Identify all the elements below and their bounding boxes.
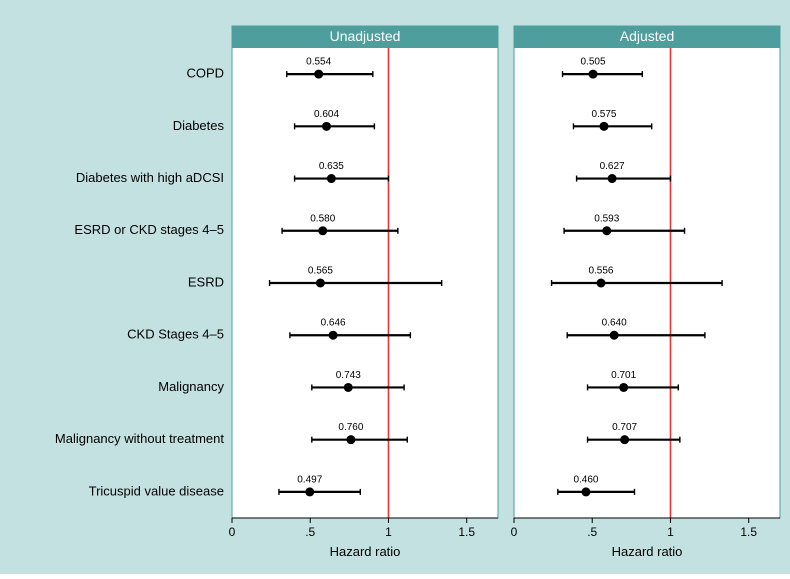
hr-value-label: 0.460 bbox=[573, 474, 598, 485]
row-label: ESRD or CKD stages 4–5 bbox=[74, 222, 224, 237]
hr-value-label: 0.575 bbox=[591, 109, 616, 120]
x-tick-label: 1 bbox=[385, 525, 392, 539]
hr-value-label: 0.760 bbox=[338, 422, 363, 433]
row-label: Malignancy bbox=[158, 379, 224, 394]
x-tick-label: .5 bbox=[587, 525, 597, 539]
x-axis-title: Hazard ratio bbox=[330, 544, 401, 559]
row-label: ESRD bbox=[188, 274, 224, 289]
x-tick-label: 0 bbox=[229, 525, 236, 539]
x-tick-label: 1.5 bbox=[740, 525, 757, 539]
hr-value-label: 0.707 bbox=[612, 422, 637, 433]
hr-point bbox=[596, 279, 605, 288]
hr-value-label: 0.604 bbox=[314, 109, 339, 120]
hr-point bbox=[619, 383, 628, 392]
hr-point bbox=[344, 383, 353, 392]
panel-title: Adjusted bbox=[620, 28, 674, 44]
hr-value-label: 0.701 bbox=[611, 370, 636, 381]
row-label: Tricuspid value disease bbox=[89, 483, 224, 498]
row-label: Diabetes with high aDCSI bbox=[76, 170, 224, 185]
hr-value-label: 0.497 bbox=[297, 474, 322, 485]
hr-point bbox=[608, 174, 617, 183]
x-tick-label: 1.5 bbox=[458, 525, 475, 539]
row-label: CKD Stages 4–5 bbox=[127, 327, 224, 342]
hr-point bbox=[329, 331, 338, 340]
panel-title: Unadjusted bbox=[330, 28, 401, 44]
hr-value-label: 0.635 bbox=[319, 161, 344, 172]
hr-point bbox=[314, 70, 323, 79]
hr-value-label: 0.505 bbox=[581, 57, 606, 68]
hr-point bbox=[327, 174, 336, 183]
hr-value-label: 0.556 bbox=[588, 266, 613, 277]
hr-value-label: 0.554 bbox=[306, 57, 331, 68]
hr-point bbox=[581, 487, 590, 496]
hr-point bbox=[316, 279, 325, 288]
hr-point bbox=[610, 331, 619, 340]
hr-value-label: 0.580 bbox=[310, 213, 335, 224]
x-tick-label: .5 bbox=[305, 525, 315, 539]
hr-point bbox=[589, 70, 598, 79]
hr-value-label: 0.743 bbox=[336, 370, 361, 381]
hr-point bbox=[346, 435, 355, 444]
hr-value-label: 0.593 bbox=[594, 213, 619, 224]
hr-point bbox=[599, 122, 608, 131]
hr-point bbox=[620, 435, 629, 444]
hr-value-label: 0.627 bbox=[600, 161, 625, 172]
row-label: Diabetes bbox=[173, 118, 225, 133]
hr-point bbox=[305, 487, 314, 496]
hr-value-label: 0.646 bbox=[321, 318, 346, 329]
x-axis-title: Hazard ratio bbox=[612, 544, 683, 559]
hr-point bbox=[322, 122, 331, 131]
hr-point bbox=[602, 226, 611, 235]
row-label: Malignancy without treatment bbox=[55, 431, 224, 446]
x-tick-label: 1 bbox=[667, 525, 674, 539]
hr-value-label: 0.565 bbox=[308, 266, 333, 277]
hr-point bbox=[318, 226, 327, 235]
row-label: COPD bbox=[186, 66, 224, 81]
forest-plot-chart: COPD Diabetes Diabetes with high aDCSI ESRD… bbox=[0, 0, 790, 574]
hr-value-label: 0.640 bbox=[602, 318, 627, 329]
x-tick-label: 0 bbox=[511, 525, 518, 539]
